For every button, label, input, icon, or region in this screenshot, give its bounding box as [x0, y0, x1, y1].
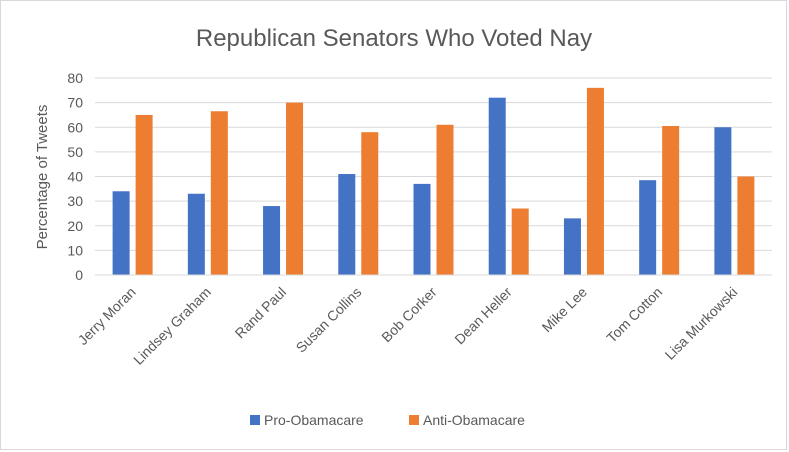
- y-tick-label: 70: [67, 95, 83, 111]
- bar-pro-dean-heller: [488, 97, 506, 275]
- y-tick-label: 60: [67, 119, 83, 135]
- bar-pro-rand-paul: [263, 206, 281, 275]
- y-tick-label: 0: [75, 267, 83, 283]
- bar-anti-jerry-moran: [135, 114, 153, 275]
- bar-pro-lisa-murkowski: [714, 127, 732, 275]
- chart-title: Republican Senators Who Voted Nay: [196, 25, 592, 52]
- x-tick-label: Bob Corker: [378, 284, 440, 346]
- x-tick-label: Jerry Moran: [75, 284, 139, 348]
- x-tick-label: Lindsey Graham: [130, 284, 214, 368]
- legend-label: Pro-Obamacare: [264, 412, 364, 428]
- x-tick-label: Tom Cotton: [603, 284, 665, 346]
- bar-anti-dean-heller: [511, 208, 529, 275]
- x-tick-label: Susan Collins: [293, 284, 365, 356]
- bar-anti-rand-paul: [286, 102, 304, 275]
- legend-label: Anti-Obamacare: [423, 412, 525, 428]
- bars: [112, 87, 755, 276]
- bar-pro-tom-cotton: [639, 180, 657, 275]
- bar-pro-susan-collins: [338, 174, 356, 275]
- bar-anti-lisa-murkowski: [737, 176, 755, 275]
- bar-anti-tom-cotton: [662, 126, 680, 275]
- bar-anti-bob-corker: [436, 124, 454, 275]
- bar-pro-mike-lee: [563, 218, 581, 275]
- y-tick-label: 10: [67, 242, 83, 258]
- x-tick-label: Dean Heller: [451, 284, 515, 348]
- bar-anti-mike-lee: [586, 87, 604, 275]
- y-tick-label: 80: [67, 70, 83, 86]
- legend: Pro-Obamacare Anti-Obamacare: [250, 412, 525, 428]
- y-tick-label: 30: [67, 193, 83, 209]
- y-axis-ticks: 0 10 20 30 40 50 60 70 80: [67, 70, 83, 283]
- y-tick-label: 20: [67, 218, 83, 234]
- bar-pro-bob-corker: [413, 183, 431, 275]
- x-tick-label: Rand Paul: [232, 284, 290, 342]
- bar-anti-lindsey-graham: [210, 111, 228, 276]
- bar-pro-jerry-moran: [112, 191, 130, 275]
- x-tick-label: Mike Lee: [539, 284, 591, 336]
- bar-pro-lindsey-graham: [187, 193, 205, 275]
- bar-anti-susan-collins: [361, 132, 379, 275]
- legend-swatch: [409, 415, 419, 425]
- y-axis-label: Percentage of Tweets: [34, 105, 51, 250]
- gridlines: [95, 77, 772, 251]
- legend-swatch: [250, 415, 260, 425]
- y-tick-label: 50: [67, 144, 83, 160]
- y-tick-label: 40: [67, 169, 83, 185]
- x-tick-label: Lisa Murkowski: [662, 284, 741, 363]
